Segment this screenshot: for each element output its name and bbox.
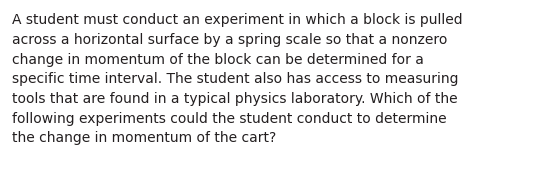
Text: A student must conduct an experiment in which a block is pulled
across a horizon: A student must conduct an experiment in … <box>12 13 463 146</box>
